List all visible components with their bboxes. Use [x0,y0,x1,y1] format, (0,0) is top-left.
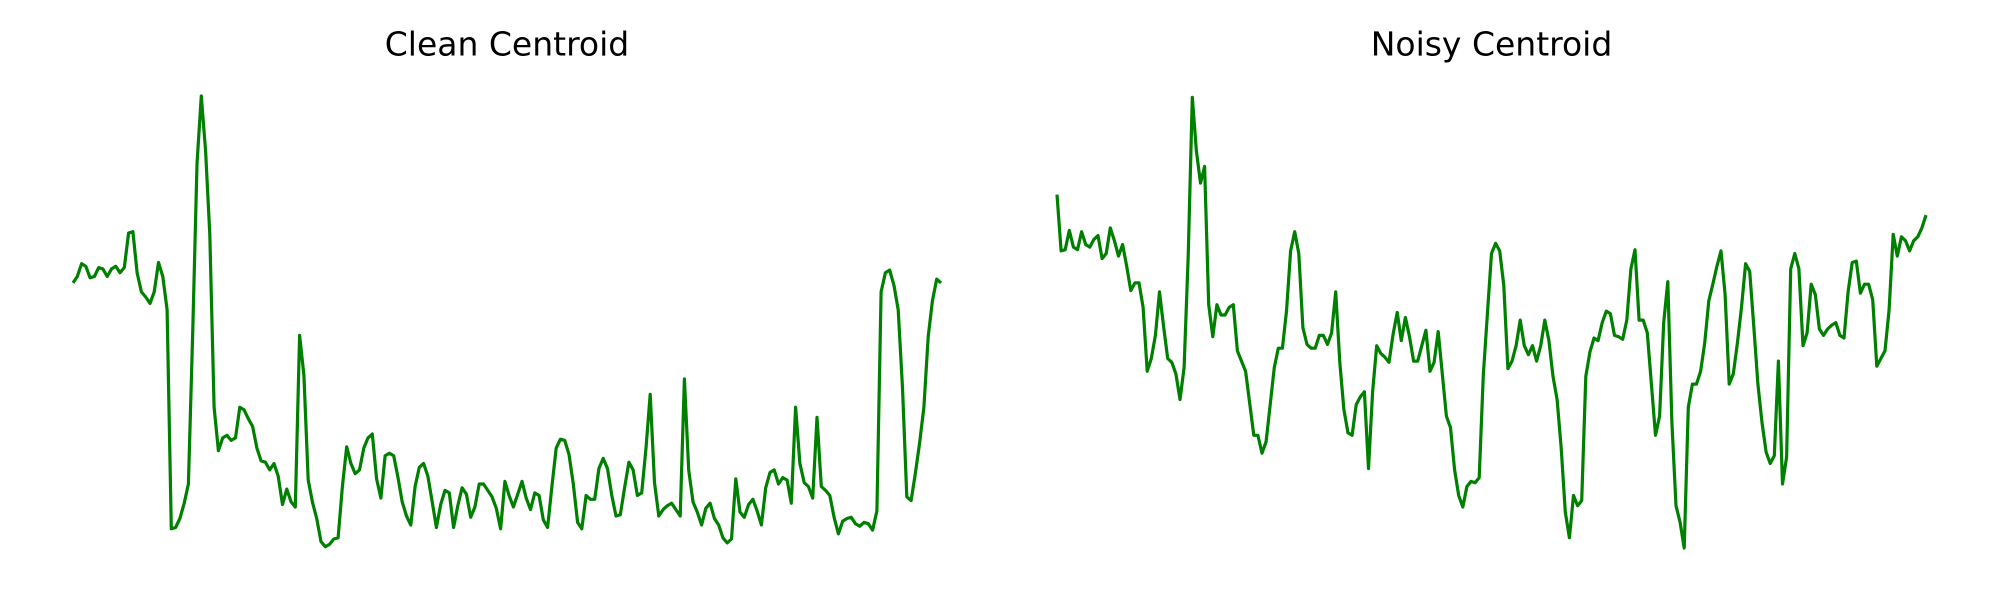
line [1055,95,1928,550]
chart-title: Noisy Centroid [1371,25,1613,64]
chart-title: Clean Centroid [385,25,630,64]
line [71,94,943,549]
